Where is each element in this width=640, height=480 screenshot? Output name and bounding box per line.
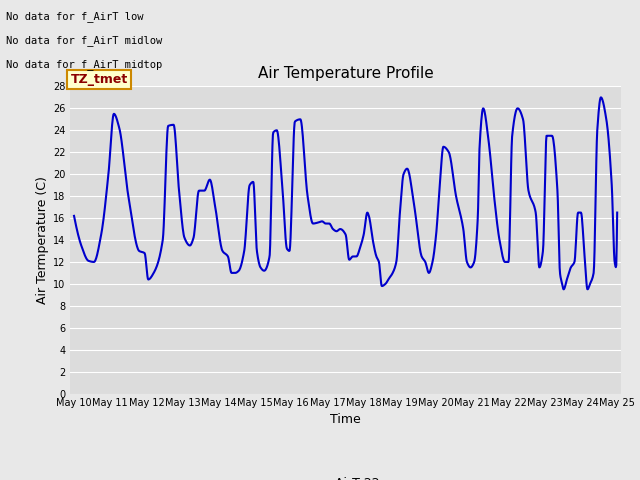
Text: No data for f_AirT midlow: No data for f_AirT midlow xyxy=(6,35,163,46)
Text: No data for f_AirT midtop: No data for f_AirT midtop xyxy=(6,59,163,70)
Text: TZ_tmet: TZ_tmet xyxy=(70,73,127,86)
Text: No data for f_AirT low: No data for f_AirT low xyxy=(6,11,144,22)
Title: Air Temperature Profile: Air Temperature Profile xyxy=(258,66,433,81)
X-axis label: Time: Time xyxy=(330,413,361,426)
Y-axis label: Air Termperature (C): Air Termperature (C) xyxy=(36,176,49,304)
Legend: AirT 22m: AirT 22m xyxy=(295,472,396,480)
